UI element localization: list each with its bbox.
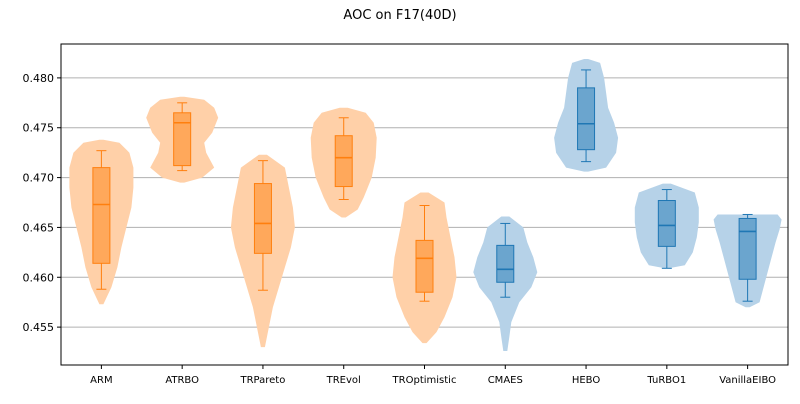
box-VanillaEIBO [738, 217, 757, 280]
y-tick-label: 0.460 [23, 271, 55, 284]
x-tick-label: ATRBO [165, 375, 199, 386]
box-TuRBO1 [657, 200, 676, 247]
x-tick-label: CMAES [488, 375, 523, 386]
x-tick-label: TuRBO1 [646, 375, 686, 386]
y-tick-label: 0.480 [23, 72, 55, 85]
box-TREvol [334, 135, 353, 188]
y-tick-label: 0.470 [23, 172, 55, 185]
box-ARM [92, 167, 111, 264]
x-tick-label: VanillaEIBO [719, 375, 776, 386]
y-tick-label: 0.455 [23, 321, 55, 334]
x-tick-label: HEBO [572, 375, 601, 386]
box-TROptimistic [415, 239, 434, 293]
chart-title: AOC on F17(40D) [343, 8, 456, 23]
box-HEBO [577, 87, 596, 151]
y-tick-label: 0.465 [23, 221, 55, 234]
x-tick-label: ARM [90, 375, 112, 386]
box-layer [92, 69, 757, 302]
box-TRPareto [253, 183, 272, 254]
x-axis: ARM ATRBO TRPareto TREvol TROptimistic CMAES H… [90, 365, 776, 386]
x-tick-label: TREvol [326, 375, 361, 386]
y-axis: 0.455 0.460 0.465 0.470 0.475 0.480 [23, 72, 61, 334]
y-tick-label: 0.475 [23, 122, 55, 135]
x-tick-label: TROptimistic [392, 375, 457, 386]
box-CMAES [496, 244, 515, 283]
box-ATRBO [173, 112, 192, 167]
x-tick-label: TRPareto [240, 375, 286, 386]
